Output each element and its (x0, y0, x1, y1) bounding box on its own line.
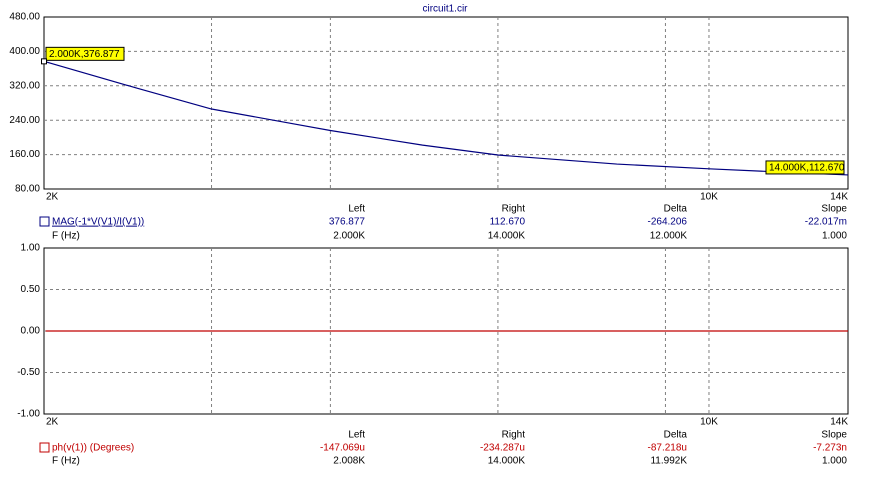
y-tick-label: 160.00 (9, 149, 40, 160)
readout-header: Left (348, 204, 365, 215)
y-tick-label: 0.50 (21, 284, 41, 295)
data-line (43, 60, 849, 176)
x-tick-label: 2K (46, 192, 59, 203)
window-title: circuit1.cir (422, 4, 468, 15)
readout-value: 12.000K (650, 231, 688, 242)
readout-value: 1.000 (822, 231, 847, 242)
readout-label: ph(v(1)) (Degrees) (52, 443, 134, 454)
y-tick-label: 0.00 (21, 326, 41, 337)
readout-value: 14.000K (488, 456, 526, 467)
x-tick-label: 2K (46, 417, 59, 428)
readout-value: 376.877 (329, 217, 366, 228)
readout-value: -147.069u (320, 443, 365, 454)
y-tick-label: 1.00 (21, 243, 41, 254)
y-tick-label: 320.00 (9, 80, 40, 91)
readout-value: -7.273n (813, 443, 847, 454)
y-tick-label: 80.00 (15, 184, 40, 195)
readout-label: F (Hz) (52, 231, 80, 242)
readout-value: 1.000 (822, 456, 847, 467)
readout-value: 2.008K (333, 456, 365, 467)
readout-label: MAG(-1*V(V1)/I(V1)) (52, 217, 144, 228)
readout-label: F (Hz) (52, 456, 80, 467)
y-tick-label: 240.00 (9, 115, 40, 126)
readout-value: -87.218u (648, 443, 687, 454)
readout-value: -22.017m (805, 217, 847, 228)
plot-frame (43, 16, 849, 190)
cursor-label: 14.000K,112.670 (769, 163, 845, 174)
readout-header: Delta (664, 204, 688, 215)
x-tick-label: 10K (700, 417, 718, 428)
x-tick-label: 14K (830, 417, 848, 428)
cursor-label-box (765, 160, 845, 175)
readout-header: Right (502, 430, 526, 441)
x-tick-label: 10K (700, 192, 718, 203)
y-tick-label: -0.50 (17, 367, 40, 378)
y-tick-label: 480.00 (9, 12, 40, 23)
x-tick-label: 14K (830, 192, 848, 203)
y-tick-label: -1.00 (17, 409, 40, 420)
readout-header: Delta (664, 430, 688, 441)
readout-value: 2.000K (333, 231, 365, 242)
trace-icon (39, 216, 50, 227)
readout-header: Slope (821, 204, 847, 215)
readout-value: -264.206 (648, 217, 688, 228)
readout-value: 11.992K (650, 456, 687, 467)
readout-header: Slope (821, 430, 847, 441)
readout-value: -234.287u (480, 443, 525, 454)
trace-icon (39, 442, 50, 453)
y-tick-label: 400.00 (9, 46, 40, 57)
readout-header: Right (502, 204, 526, 215)
cursor-label-box (45, 46, 125, 61)
cursor-marker (41, 58, 47, 65)
readout-header: Left (348, 430, 365, 441)
readout-value: 112.670 (490, 217, 526, 228)
cursor-label: 2.000K,376.877 (49, 49, 120, 60)
readout-value: 14.000K (488, 231, 526, 242)
